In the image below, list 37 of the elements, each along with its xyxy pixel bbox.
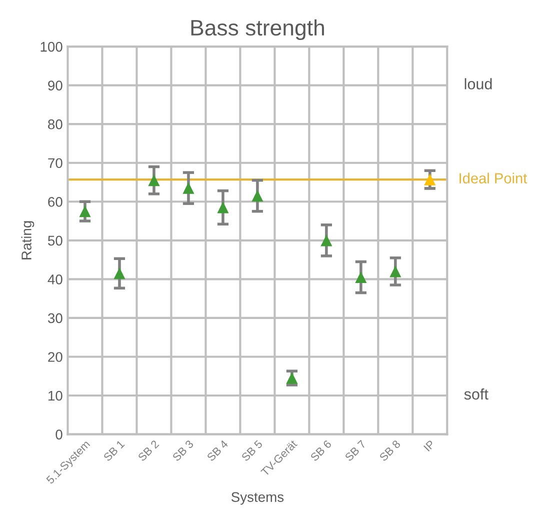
point	[217, 202, 229, 214]
x-tick-label: IP	[423, 440, 436, 452]
ref-line-label: Ideal Point	[460, 172, 528, 184]
y-tick-label: 40	[48, 274, 62, 284]
x-axis-title: Systems	[231, 492, 284, 505]
x-tick-label: SB 4	[206, 440, 228, 462]
y-tick-label: 100	[40, 42, 62, 52]
point	[79, 206, 91, 218]
point	[320, 234, 332, 246]
x-tick-label: SB 2	[138, 440, 160, 462]
chart-title: Bass strength	[191, 19, 324, 40]
y-tick-label: 60	[48, 196, 62, 207]
point	[182, 182, 194, 194]
y-axis-title: Rating	[21, 221, 34, 260]
y-tick-label: 10	[48, 390, 62, 401]
x-tick-label: SB 1	[103, 440, 125, 462]
y-tick-label: 90	[48, 80, 62, 90]
y-tick-label: 50	[48, 236, 62, 246]
point	[252, 190, 264, 202]
point	[424, 174, 436, 186]
y-tick-label: 20	[48, 352, 62, 362]
x-tick-label: SB 5	[240, 440, 263, 462]
point	[355, 271, 367, 284]
x-tick-label: SB 8	[378, 440, 401, 462]
y-tick-label: 70	[48, 158, 62, 168]
x-tick-label: SB 3	[172, 440, 194, 462]
y-tick-label: 80	[48, 119, 62, 130]
point	[390, 266, 402, 278]
text: soft	[464, 388, 488, 400]
point	[286, 372, 298, 384]
y-tick-label: 0	[56, 430, 62, 440]
x-tick-label: SB 6	[310, 440, 332, 462]
point	[148, 174, 160, 186]
x-tick-label: SB 7	[344, 440, 366, 462]
text: loud	[464, 78, 492, 90]
y-tick-label: 30	[48, 313, 62, 324]
point	[114, 268, 126, 280]
